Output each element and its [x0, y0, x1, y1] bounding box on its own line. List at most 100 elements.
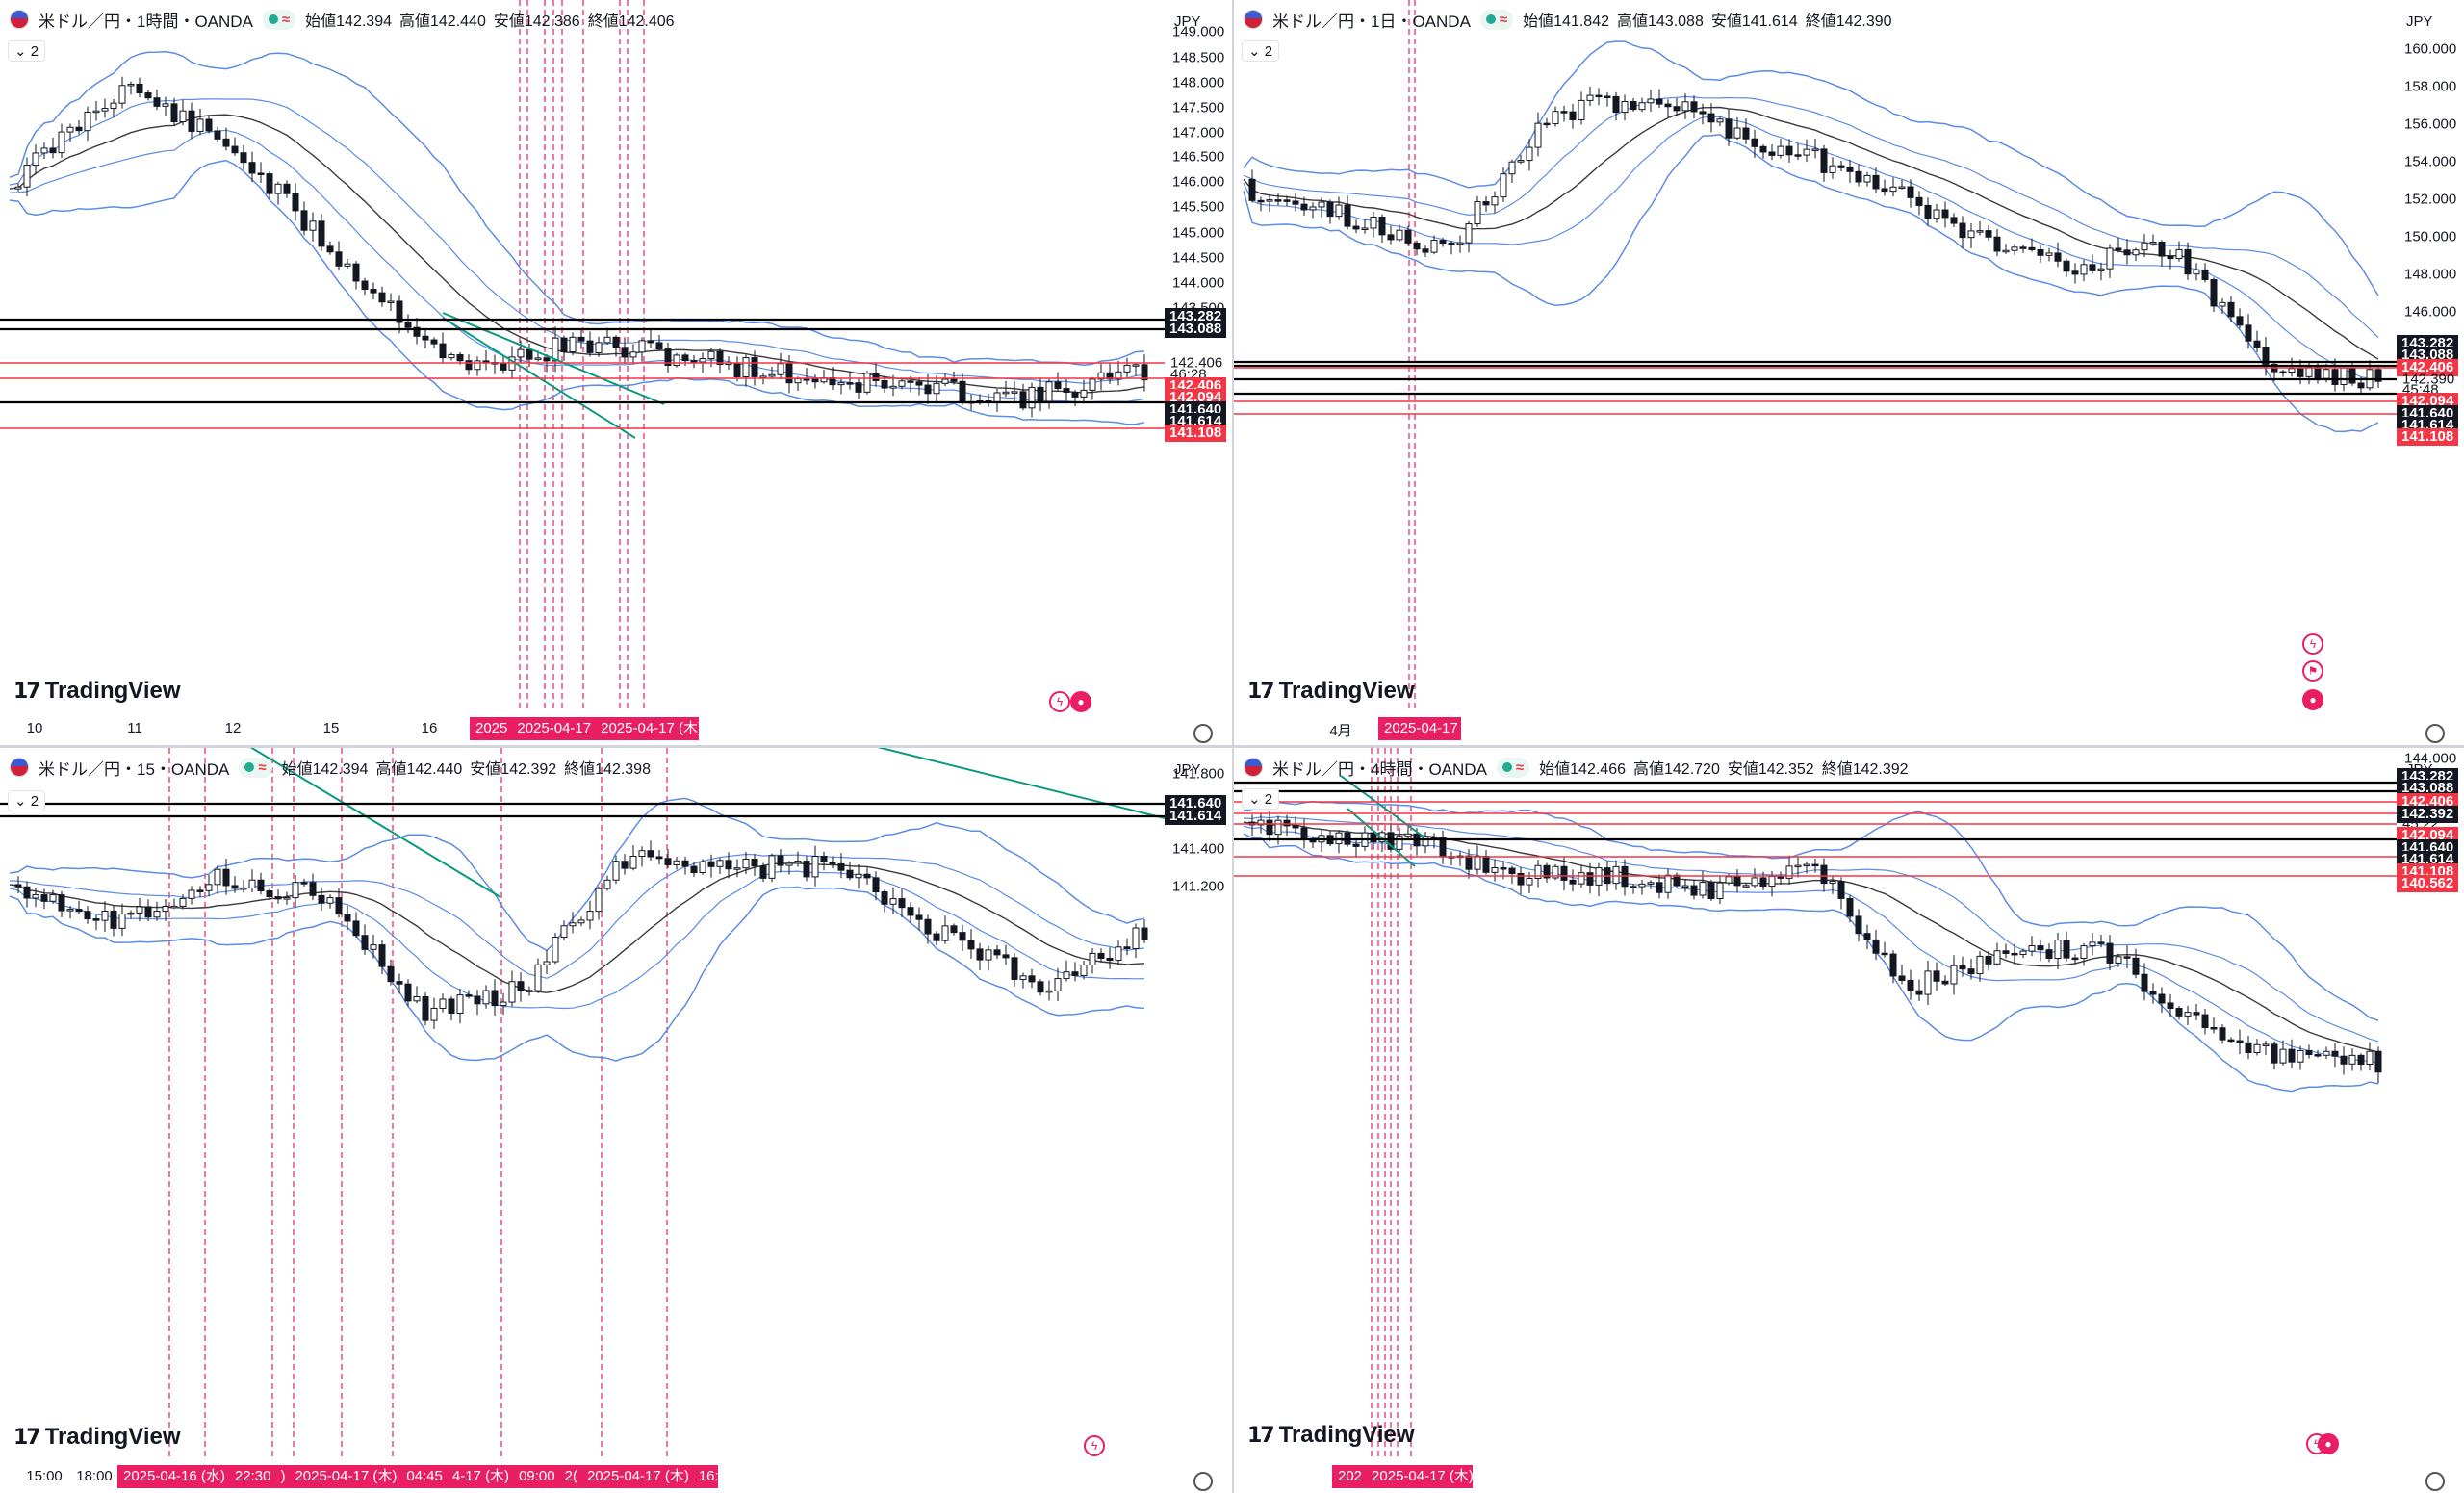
- event-icon[interactable]: ●: [2318, 1433, 2339, 1454]
- price-axis[interactable]: JPY 149.000 148.500 148.000 147.500 147.000 1…: [1165, 0, 1232, 712]
- price-axis[interactable]: JPY 160.000 158.000 156.000 154.000 152.000 1…: [2397, 0, 2464, 712]
- symbol-title[interactable]: 米ドル／円・1時間・OANDA: [38, 12, 253, 31]
- lightning-icon[interactable]: ϟ: [1049, 691, 1070, 712]
- candle-body: [716, 860, 724, 867]
- candle-body: [1872, 174, 1880, 190]
- candle-body: [647, 340, 654, 344]
- candle-body: [1985, 230, 1992, 238]
- candle-body: [1534, 864, 1542, 880]
- candle-body: [690, 865, 698, 873]
- time-axis[interactable]: 262728294月234589101112152022025-04-17 (木…: [1234, 1460, 2397, 1493]
- candle-body: [309, 220, 317, 231]
- currency-unit[interactable]: JPY: [1174, 13, 1201, 30]
- flag-event-icon[interactable]: ⚑: [2302, 660, 2323, 682]
- indicator-collapse-button[interactable]: ⌄ 2: [8, 790, 46, 811]
- candle-body: [2011, 246, 2018, 251]
- ohlc-open: 始値142.394: [305, 13, 392, 30]
- candle-body: [1967, 968, 1975, 975]
- candle-body: [1028, 975, 1036, 983]
- candle-body: [2037, 248, 2044, 256]
- candle-body: [1829, 881, 1836, 885]
- candle-body: [344, 263, 351, 267]
- market-status-pill[interactable]: ≈: [262, 9, 296, 30]
- candle-body: [58, 894, 65, 912]
- candle-body: [1123, 946, 1131, 950]
- candle-body: [1569, 111, 1577, 120]
- market-status-pill[interactable]: ≈: [1496, 757, 1530, 778]
- candle-body: [1560, 865, 1568, 881]
- candle-body: [387, 965, 395, 983]
- candle-body: [1785, 145, 1793, 156]
- candle-body: [1777, 876, 1784, 879]
- gear-icon[interactable]: [2426, 1472, 2445, 1491]
- chart-panel-1h[interactable]: 米ドル／円・1時間・OANDA ≈ 始値142.394 高値142.440 安値…: [0, 0, 1232, 745]
- price-tick-label: 145.500: [1172, 198, 1225, 216]
- indicator-collapse-button[interactable]: ⌄ 2: [8, 40, 46, 62]
- price-tick-label: 150.000: [2404, 228, 2457, 245]
- candle-body: [205, 884, 213, 891]
- candle-body: [915, 914, 923, 920]
- candle-body: [136, 83, 143, 94]
- event-icon[interactable]: ●: [2302, 689, 2323, 710]
- time-tick-label: 18:00: [76, 1468, 113, 1484]
- candle-body: [768, 373, 776, 377]
- ohlc-open: 始値141.842: [1523, 13, 1609, 30]
- symbol-title[interactable]: 米ドル／円・15・OANDA: [38, 759, 230, 779]
- lightning-icon[interactable]: ϟ: [1084, 1435, 1105, 1456]
- candle-body: [2297, 368, 2304, 377]
- candle-body: [690, 360, 698, 363]
- candle-body: [248, 162, 256, 174]
- event-icon[interactable]: ●: [1070, 691, 1091, 712]
- candle-body: [92, 110, 100, 114]
- gear-icon[interactable]: [2426, 724, 2445, 743]
- flag-icon: [1244, 10, 1263, 29]
- indicator-collapse-button[interactable]: ⌄ 2: [1242, 788, 1280, 810]
- candle-body: [595, 888, 603, 913]
- candle-body: [1387, 234, 1395, 241]
- gear-icon[interactable]: [1194, 724, 1213, 743]
- candle-body: [1976, 230, 1984, 233]
- candle-body: [1811, 148, 1819, 151]
- ohlc-high: 高値143.088: [1617, 13, 1704, 30]
- candle-body: [214, 130, 221, 140]
- candle-body: [1378, 217, 1386, 236]
- candle-body: [1699, 111, 1707, 115]
- time-axis[interactable]: 15:00 18:00 2025-04-16 (水) 22:30) 2025-04-17…: [0, 1460, 1165, 1493]
- candle-body: [404, 983, 412, 1002]
- candle-body: [1794, 864, 1802, 868]
- price-label: 140.562: [2397, 875, 2459, 892]
- currency-unit[interactable]: JPY: [1174, 761, 1201, 778]
- pane-divider-horizontal[interactable]: [0, 745, 2464, 748]
- chart-plot-1d[interactable]: [1234, 0, 2397, 712]
- time-axis[interactable]: 12月20252月3月4月2025-04-17 (木): [1234, 712, 2397, 745]
- candle-body: [2167, 1002, 2174, 1010]
- bollinger-inner-upper-line: [9, 853, 1145, 979]
- candle-body: [1396, 229, 1403, 241]
- candle-body: [959, 932, 966, 941]
- candle-body: [1318, 201, 1325, 208]
- lightning-icon[interactable]: ϟ: [2302, 633, 2323, 655]
- candle-body: [422, 335, 429, 341]
- gear-icon[interactable]: [1194, 1472, 1213, 1491]
- candle-body: [1820, 864, 1828, 885]
- chart-plot-4h[interactable]: [1234, 748, 2397, 1460]
- currency-unit[interactable]: JPY: [2406, 13, 2433, 30]
- chart-plot-15m[interactable]: [0, 748, 1165, 1460]
- indicator-count: 2: [30, 793, 39, 810]
- chart-panel-15m[interactable]: 米ドル／円・15・OANDA ≈ 始値142.394 高値142.440 安値1…: [0, 748, 1232, 1493]
- symbol-title[interactable]: 米ドル／円・1日・OANDA: [1272, 12, 1471, 31]
- chart-panel-1d[interactable]: 米ドル／円・1日・OANDA ≈ 始値141.842 高値143.088 安値1…: [1234, 0, 2464, 745]
- candle-body: [716, 350, 724, 365]
- chart-panel-4h[interactable]: 米ドル／円・4時間・OANDA ≈ 始値142.466 高値142.720 安値…: [1234, 748, 2464, 1493]
- market-status-pill[interactable]: ≈: [1479, 9, 1514, 30]
- indicator-collapse-button[interactable]: ⌄ 2: [1242, 40, 1280, 62]
- chart-plot-1h[interactable]: [0, 0, 1165, 712]
- symbol-title[interactable]: 米ドル／円・4時間・OANDA: [1272, 759, 1487, 779]
- price-axis[interactable]: JPY 152.000151.000150.000149.000148.0001…: [2397, 748, 2464, 1460]
- candle-body: [1742, 885, 1750, 888]
- price-axis[interactable]: JPY 143.200143.000142.800142.600142.2001…: [1165, 748, 1232, 1460]
- market-status-pill[interactable]: ≈: [239, 757, 272, 778]
- candle-body: [681, 354, 689, 362]
- candle-body: [352, 920, 360, 937]
